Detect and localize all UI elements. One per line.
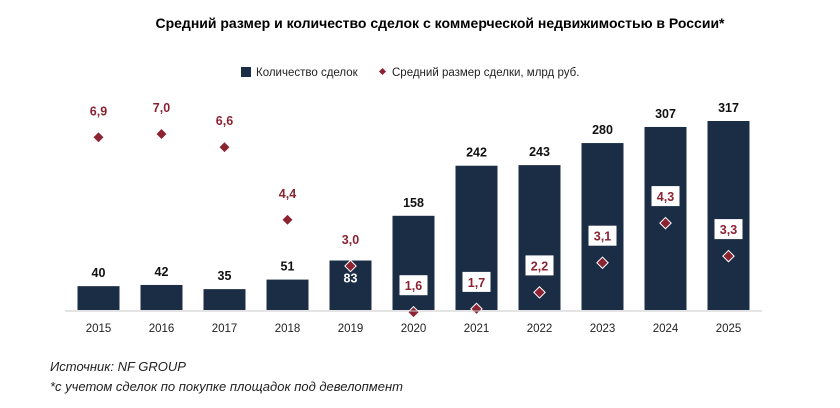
dot-label-2017: 6,6 — [216, 114, 233, 128]
x-tick-2015: 2015 — [86, 323, 112, 335]
bar-label-2020: 158 — [403, 196, 424, 210]
diamond-2020 — [407, 305, 420, 319]
bar-2020 — [392, 215, 435, 310]
legend: Количество сделок Средний размер сделки,… — [241, 67, 579, 79]
bar-label-2016: 42 — [155, 265, 169, 279]
dot-label-2022: 2,2 — [531, 259, 548, 273]
footnote-note: *с учетом сделок по покупке площадок под… — [50, 379, 403, 394]
bar-2025 — [707, 121, 750, 310]
dot-label-2015: 6,9 — [90, 104, 107, 118]
legend-bar-swatch — [241, 67, 251, 77]
footnote-source: Источник: NF GROUP — [50, 359, 186, 374]
x-tick-2016: 2016 — [149, 323, 175, 335]
x-tick-2025: 2025 — [716, 323, 742, 335]
diamond-2023 — [596, 256, 609, 270]
diamond-2017 — [218, 140, 231, 154]
bar-label-2022: 243 — [529, 145, 550, 159]
dot-label-bg-2023 — [588, 225, 617, 246]
diamond-2015 — [92, 130, 105, 144]
dot-label-bg-2024 — [651, 186, 680, 207]
x-tick-2024: 2024 — [653, 323, 679, 335]
bar-2015 — [77, 286, 120, 310]
dot-label-bg-2025 — [714, 219, 743, 240]
dot-label-2016: 7,0 — [153, 101, 170, 115]
diamond-2022 — [533, 286, 546, 299]
x-tick-2021: 2021 — [464, 323, 490, 335]
plot-area: 40 6,9 42 7,0 35 6,6 51 4,4 83 3,0 158 1,6 242 1,7 243… — [77, 101, 750, 319]
dot-label-bg-2021 — [462, 271, 491, 292]
bar-label-2025: 317 — [718, 101, 739, 115]
x-tick-2022: 2022 — [527, 323, 553, 335]
diamond-2018 — [281, 213, 294, 227]
dot-label-2025: 3,3 — [720, 223, 737, 237]
diamond-2016 — [155, 127, 168, 141]
x-tick-2020: 2020 — [401, 323, 427, 335]
bar-label-2024: 307 — [655, 107, 676, 121]
bar-2017 — [203, 289, 246, 310]
bar-2018 — [266, 279, 309, 310]
bar-label-2018: 51 — [281, 260, 295, 274]
bar-label-2019: 83 — [344, 272, 358, 286]
x-tick-2018: 2018 — [275, 323, 301, 335]
dot-label-bg-2022 — [525, 255, 554, 276]
dot-label-2019: 3,0 — [342, 233, 359, 247]
bar-label-2015: 40 — [92, 266, 106, 280]
dot-label-2018: 4,4 — [279, 187, 296, 201]
x-axis-ticks: 2015 2016 2017 2018 2019 2020 2021 2022 2023 2024… — [86, 323, 742, 335]
bar-label-2017: 35 — [218, 269, 232, 283]
bar-2016 — [140, 284, 183, 310]
diamond-2021 — [470, 302, 483, 316]
legend-bar-label: Количество сделок — [256, 67, 359, 79]
chart-title: Средний размер и количество сделок с ком… — [155, 15, 725, 31]
bar-label-2021: 242 — [466, 146, 487, 160]
x-tick-2019: 2019 — [338, 323, 364, 335]
dot-label-2020: 1,6 — [405, 279, 422, 293]
bar-2022 — [518, 165, 561, 310]
dot-label-2021: 1,7 — [468, 276, 485, 290]
diamond-2024 — [659, 216, 672, 230]
dot-label-bg-2020 — [399, 275, 428, 296]
x-tick-2017: 2017 — [212, 323, 238, 335]
bar-label-2023: 280 — [592, 123, 613, 137]
legend-diamond-label: Средний размер сделки, млрд руб. — [392, 67, 579, 79]
diamond-2025 — [722, 249, 735, 263]
dot-label-2024: 4,3 — [657, 190, 674, 204]
legend-diamond-swatch — [378, 67, 387, 76]
x-tick-2023: 2023 — [590, 323, 616, 335]
diamond-2019 — [344, 259, 357, 273]
dot-label-2023: 3,1 — [594, 230, 611, 244]
